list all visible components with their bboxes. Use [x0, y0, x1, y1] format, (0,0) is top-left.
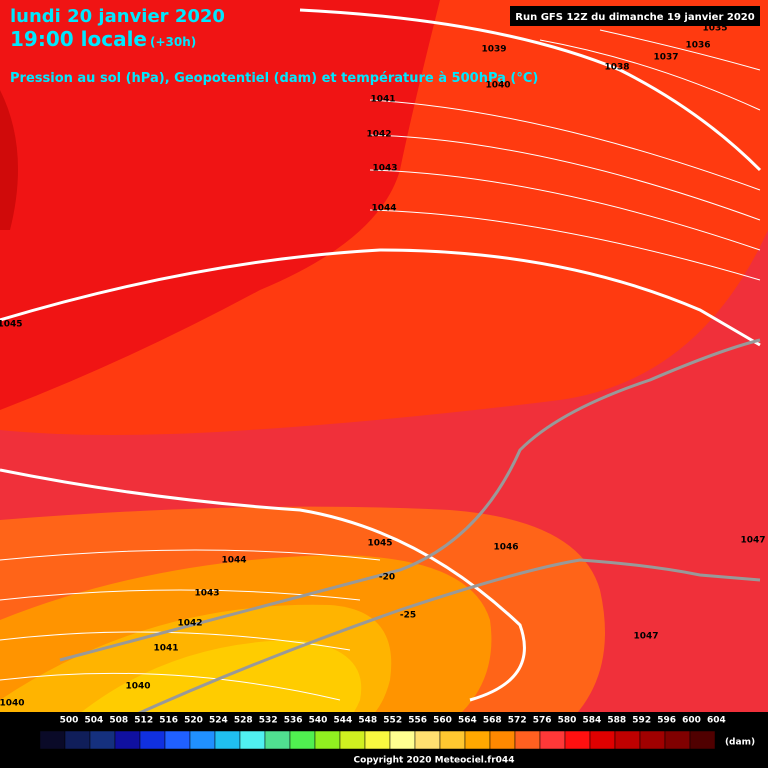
lead-time: (+30h): [150, 35, 196, 49]
legend-label: 580: [558, 716, 577, 726]
isobar-label: 1044: [371, 204, 396, 214]
isobar-label: 1045: [367, 539, 392, 549]
isobar-label: 1039: [29, 758, 54, 768]
legend-label: 548: [358, 716, 377, 726]
legend-label: 584: [583, 716, 602, 726]
isobar-label: 1047: [740, 536, 765, 546]
isobar-label: 1042: [177, 619, 202, 629]
isobar-label: 1038: [604, 63, 629, 73]
legend-swatch: [189, 730, 216, 750]
legend-swatch: [89, 730, 116, 750]
legend-swatch: [589, 730, 616, 750]
legend-label: 500: [60, 716, 79, 726]
run-box: [510, 6, 760, 26]
isobars: [0, 8, 762, 702]
legend-label: 568: [483, 716, 502, 726]
legend-swatch: [64, 730, 91, 750]
legend-label: 532: [259, 716, 278, 726]
isobar-label: 1042: [366, 130, 391, 140]
legend-unit: (dam): [725, 738, 755, 748]
isobar-label: 1047: [633, 632, 658, 642]
field-red: [0, 0, 440, 410]
copyright: Copyright 2020 Meteociel.fr044: [354, 756, 515, 766]
isobar-label: 1040: [485, 81, 510, 91]
legend-swatch: [489, 730, 516, 750]
legend-swatch: [164, 730, 191, 750]
legend-label: 508: [109, 716, 128, 726]
legend-swatch: [389, 730, 416, 750]
field-yellow: [60, 640, 362, 730]
legend-label: 528: [234, 716, 253, 726]
legend-swatch: [464, 730, 491, 750]
legend-label: 540: [309, 716, 328, 726]
isobar-label: 1041: [370, 95, 395, 105]
legend-label: 560: [433, 716, 452, 726]
isobar-label: 1037: [653, 53, 678, 63]
legend-swatch: [314, 730, 341, 750]
legend-swatch: [139, 730, 166, 750]
isobar-label: 1039: [481, 45, 506, 55]
isobar-label: 1043: [194, 589, 219, 599]
isobar-label: 1036: [685, 41, 710, 51]
date: lundi 20 janvier 2020: [10, 6, 225, 27]
legend-label: 600: [682, 716, 701, 726]
legend-swatch: [539, 730, 566, 750]
isotherms: [39, 338, 761, 762]
isobar-label: 1040: [0, 699, 25, 709]
legend-label: 588: [607, 716, 626, 726]
isotherm-label: -25: [400, 611, 416, 621]
legend-label: 576: [533, 716, 552, 726]
legend-label: 604: [707, 716, 726, 726]
legend-swatch: [364, 730, 391, 750]
isobar-label: 1045: [0, 320, 23, 330]
legend-label: 564: [458, 716, 477, 726]
legend-swatch: [39, 730, 66, 750]
legend-swatch: [214, 730, 241, 750]
legend-swatch: [564, 730, 591, 750]
legend-swatch: [414, 730, 441, 750]
legend-label: 592: [632, 716, 651, 726]
isobar-label: 1043: [372, 164, 397, 174]
isobar-label: 1041: [153, 644, 178, 654]
legend-label: 572: [508, 716, 527, 726]
legend-label: 596: [657, 716, 676, 726]
legend-swatch: [289, 730, 316, 750]
legend-swatch: [639, 730, 666, 750]
time: 19:00 locale: [10, 27, 147, 51]
isobar-label: 1040: [125, 682, 150, 692]
legend-swatch: [339, 730, 366, 750]
legend-swatch: [514, 730, 541, 750]
legend-label: 544: [334, 716, 353, 726]
subtitle: Pression au sol (hPa), Geopotentiel (dam…: [10, 71, 538, 86]
legend-swatch: [614, 730, 641, 750]
legend-swatch: [239, 730, 266, 750]
legend-label: 512: [134, 716, 153, 726]
isobar-label: 1046: [493, 543, 518, 553]
legend-label: 520: [184, 716, 203, 726]
legend-label: 504: [85, 716, 104, 726]
legend-label: 536: [284, 716, 303, 726]
legend-swatch: [114, 730, 141, 750]
legend-swatch: [439, 730, 466, 750]
legend-label: 516: [159, 716, 178, 726]
legend-label: 556: [408, 716, 427, 726]
isobar-label: 1035: [702, 24, 727, 34]
legend-swatch: [264, 730, 291, 750]
legend-label: 552: [383, 716, 402, 726]
legend-swatch: [689, 730, 716, 750]
field-darkred: [0, 90, 18, 230]
isobar-label: 1044: [221, 556, 246, 566]
isotherm-label: -20: [379, 573, 395, 583]
legend-label: 524: [209, 716, 228, 726]
run-info: Run GFS 12Z du dimanche 19 janvier 2020: [515, 12, 754, 23]
legend-swatch: [664, 730, 691, 750]
